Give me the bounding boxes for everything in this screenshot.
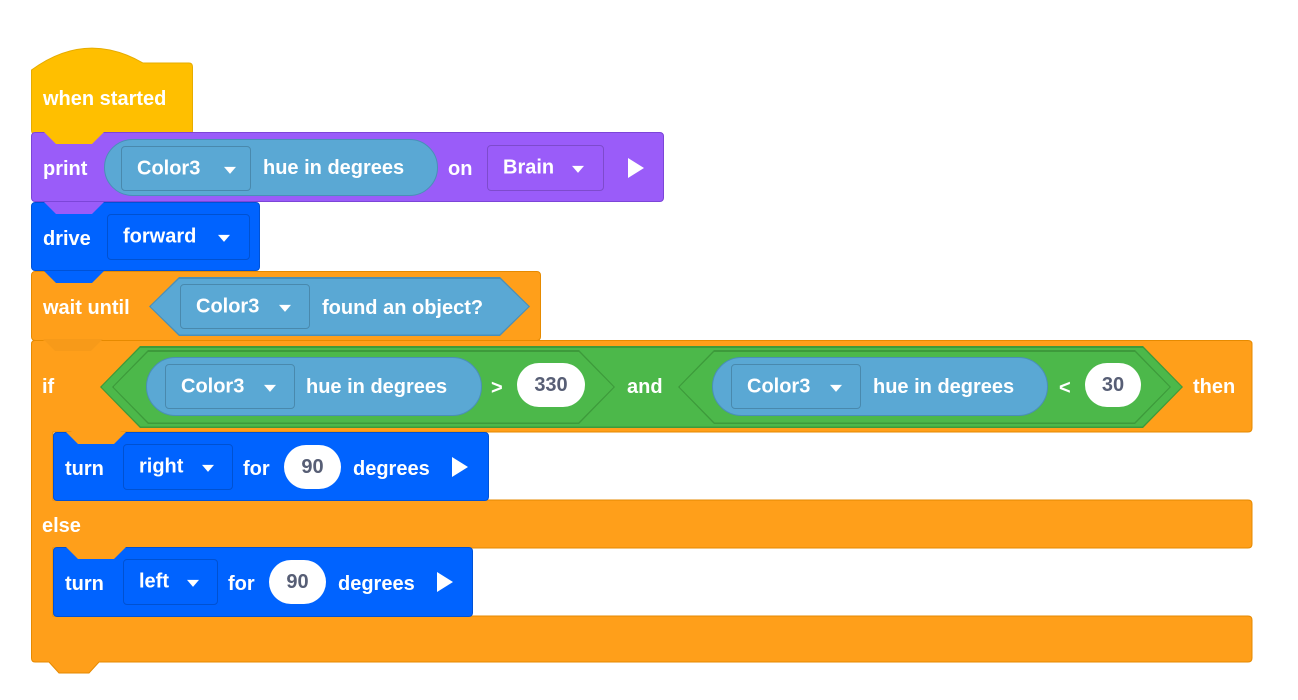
reporter-label: hue in degrees [263, 157, 405, 179]
target-dropdown[interactable]: Brain [487, 145, 604, 191]
sensor-value: Color3 [747, 375, 811, 397]
value-input[interactable]: 30 [1085, 363, 1141, 407]
notch [44, 132, 104, 144]
hue-reporter[interactable]: Color3 hue in degrees [104, 139, 438, 196]
notch [66, 432, 126, 444]
turn-label: turn [65, 573, 104, 595]
unit-label: degrees [338, 573, 415, 595]
notch [44, 271, 104, 283]
sensor-dropdown[interactable]: Color3 [165, 364, 295, 409]
direction-dropdown[interactable]: right [123, 444, 233, 490]
when-started-label: when started [43, 88, 167, 110]
play-icon[interactable] [437, 572, 453, 592]
else-label: else [42, 515, 81, 537]
operator-label: > [491, 377, 503, 399]
target-value: Brain [503, 156, 555, 179]
hue-reporter[interactable]: Color3 hue in degrees [712, 357, 1048, 416]
turn-right-block[interactable]: turn right for 90 degrees [53, 432, 489, 501]
direction-value: right [139, 455, 184, 478]
direction-dropdown[interactable]: left [123, 559, 218, 605]
reporter-label: hue in degrees [306, 376, 448, 398]
chevron-down-icon [830, 384, 842, 392]
play-icon[interactable] [628, 158, 644, 178]
condition-label: found an object? [322, 297, 484, 319]
on-label: on [448, 158, 473, 180]
turn-left-block[interactable]: turn left for 90 degrees [53, 547, 473, 617]
notch [44, 202, 104, 214]
for-label: for [228, 573, 255, 595]
when-started-block[interactable]: when started [31, 40, 193, 135]
chevron-down-icon [224, 166, 236, 174]
wait-until-label: wait until [43, 297, 130, 319]
sensor-value: Color3 [137, 157, 201, 179]
notch [66, 547, 126, 559]
sensor-dropdown[interactable]: Color3 [180, 284, 310, 329]
turn-label: turn [65, 458, 104, 480]
degrees-input[interactable]: 90 [269, 560, 326, 604]
for-label: for [243, 458, 270, 480]
if-else-block[interactable]: if else then Color3 hue in degrees > 330… [31, 339, 1253, 675]
reporter-label: hue in degrees [873, 376, 1015, 398]
chevron-down-icon [279, 304, 291, 312]
direction-value: forward [123, 225, 197, 248]
direction-value: left [139, 570, 169, 593]
hue-reporter[interactable]: Color3 hue in degrees [146, 357, 482, 416]
and-label: and [627, 376, 663, 398]
print-block[interactable]: print Color3 hue in degrees on Brain [31, 132, 664, 202]
chevron-down-icon [264, 384, 276, 392]
chevron-down-icon [187, 579, 199, 587]
direction-dropdown[interactable]: forward [107, 214, 250, 260]
drive-block[interactable]: drive forward [31, 202, 260, 271]
print-label: print [43, 158, 88, 180]
sensor-value: Color3 [196, 295, 260, 317]
play-icon[interactable] [452, 457, 468, 477]
chevron-down-icon [218, 234, 230, 242]
sensor-dropdown[interactable]: Color3 [121, 146, 251, 191]
value-input[interactable]: 330 [517, 363, 585, 407]
if-label: if [42, 376, 55, 398]
drive-label: drive [43, 228, 91, 250]
chevron-down-icon [572, 165, 584, 173]
then-label: then [1193, 376, 1236, 398]
found-object-condition[interactable] [149, 277, 530, 336]
notch [43, 339, 103, 351]
operator-label: < [1059, 377, 1071, 399]
chevron-down-icon [202, 464, 214, 472]
degrees-input[interactable]: 90 [284, 445, 341, 489]
sensor-dropdown[interactable]: Color3 [731, 364, 861, 409]
unit-label: degrees [353, 458, 430, 480]
sensor-value: Color3 [181, 375, 245, 397]
wait-until-block[interactable]: wait until Color3 found an object? [31, 271, 541, 341]
